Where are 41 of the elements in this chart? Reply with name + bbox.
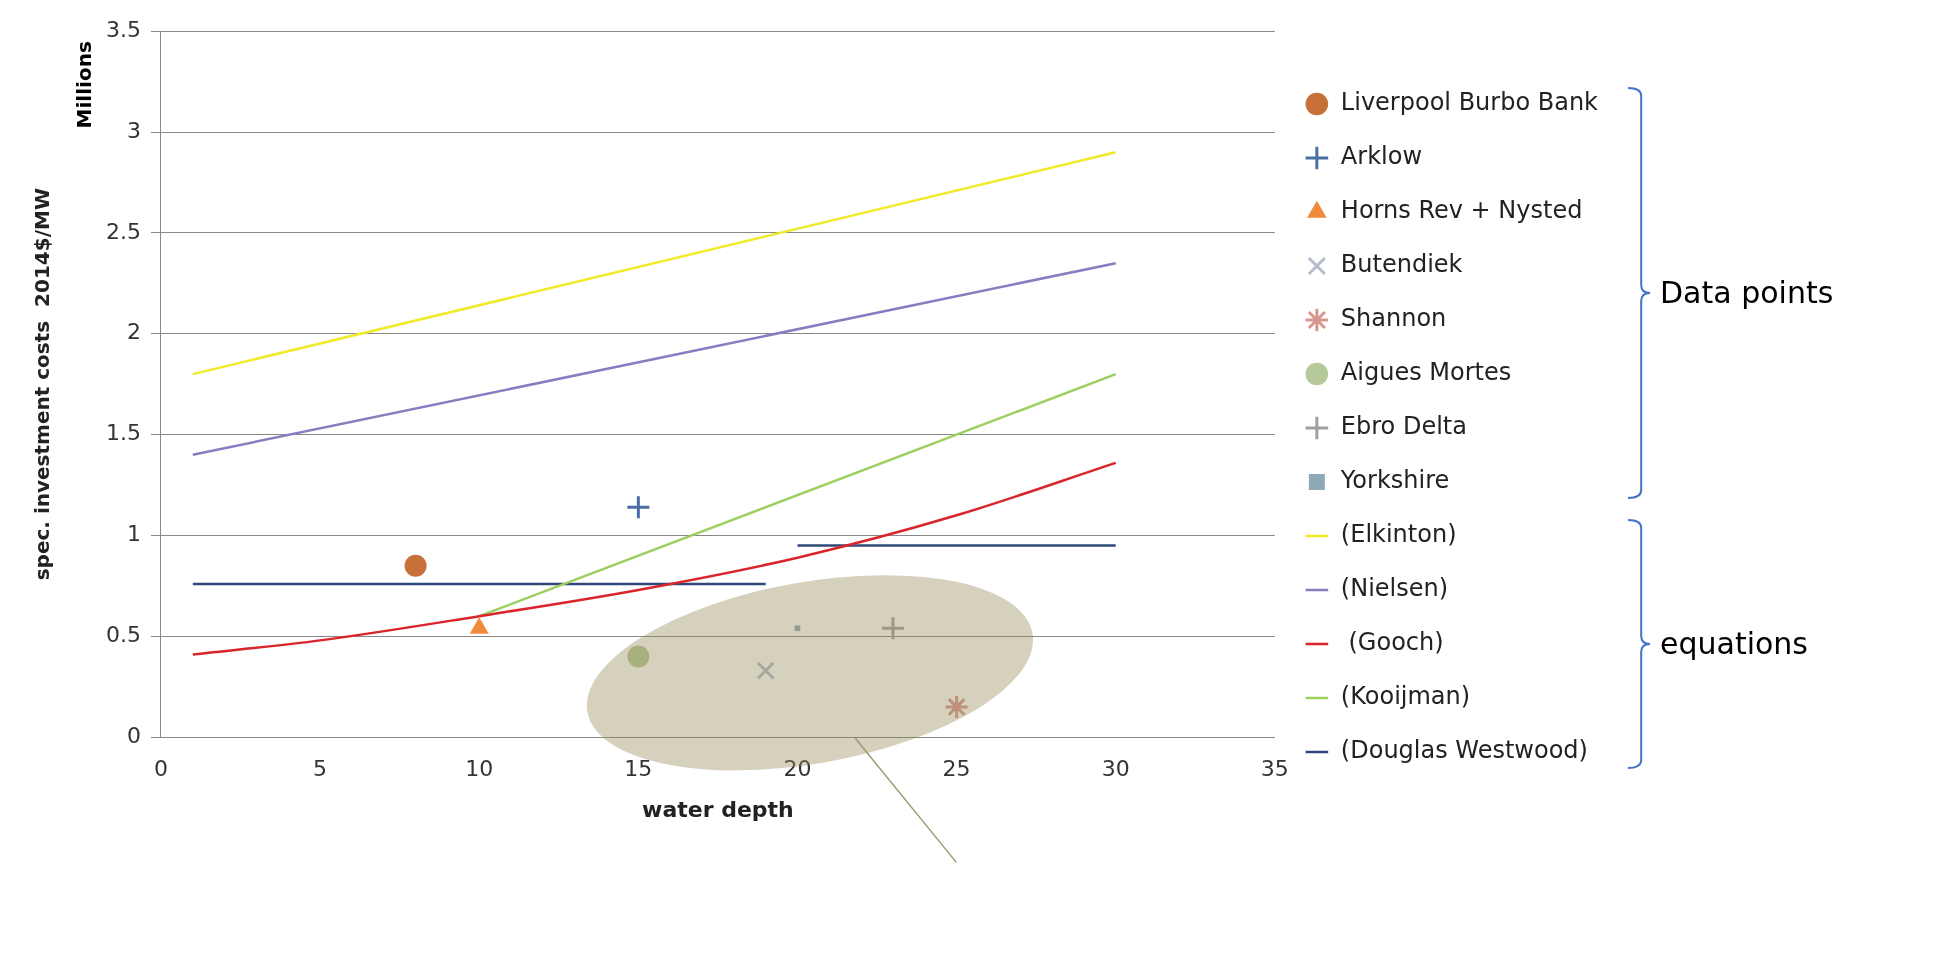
x-tick-label: 15 [624,756,653,782]
y-tick-label: 1 [126,521,141,547]
x-tick-label: 25 [942,756,971,782]
legend-label: (Nielsen) [1340,574,1449,603]
y-tick-label: 3 [126,117,141,143]
y-tick-label: 3.5 [105,16,141,42]
x-axis-title: water depth [642,796,794,822]
y-tick-label: 0 [126,722,141,748]
legend-label: Butendiek [1340,250,1463,279]
legend-label: Horns Rev + Nysted [1340,196,1583,225]
x-tick-label: 10 [465,756,494,782]
y-tick-label: 2 [126,319,141,345]
legend-label: Arklow [1340,142,1423,171]
x-tick-label: 5 [313,756,328,782]
y-tick-label: 2.5 [105,218,141,244]
legend-label: Ebro Delta [1340,412,1467,441]
line-series [191,461,1117,656]
y-tick-label: 0.5 [105,622,141,648]
x-tick-label: 0 [153,756,168,782]
point [756,661,775,680]
legend-label: Aigues Mortes [1340,358,1512,387]
x-tick-label: 35 [1260,756,1289,782]
legend-label: (Kooijman) [1340,682,1471,711]
point [627,496,650,519]
legend-label: Yorkshire [1339,466,1450,495]
legend-label: (Douglas Westwood) [1340,736,1588,765]
legend-label: (Gooch) [1340,628,1444,657]
y-axis-title: spec. investment costs 2014$/MW [30,188,55,581]
point [404,554,427,577]
legend-label: Liverpool Burbo Bank [1340,88,1599,117]
y-tick-label: 1.5 [105,420,141,446]
point [794,625,801,632]
point [627,645,650,668]
text: equations [1660,626,1808,661]
point [881,617,904,640]
x-tick-label: 20 [783,756,812,782]
text: Millions [72,41,97,129]
text: Data points [1660,275,1834,310]
x-tick-label: 30 [1101,756,1130,782]
legend-label: Shannon [1340,304,1447,333]
legend-label: (Elkinton) [1340,520,1457,549]
